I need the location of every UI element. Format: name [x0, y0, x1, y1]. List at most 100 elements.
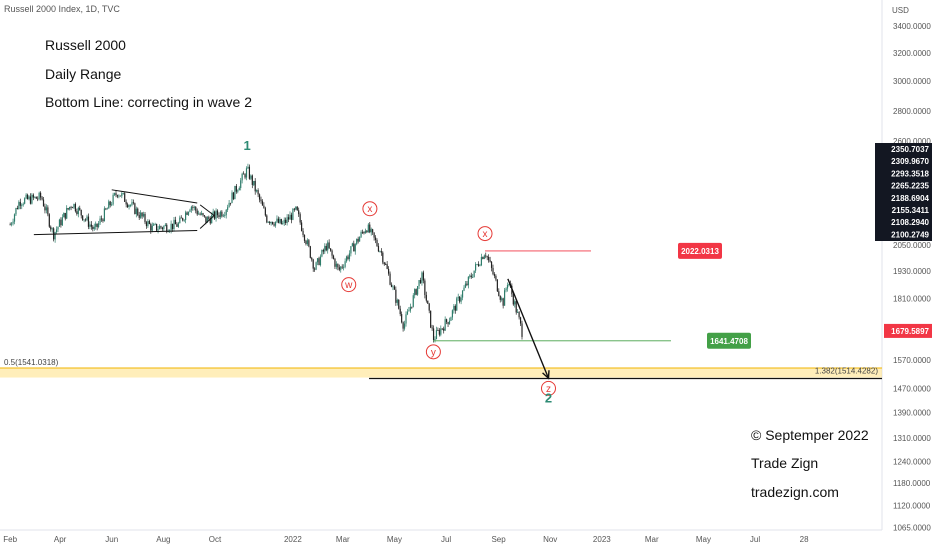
candle-body	[457, 296, 459, 299]
candle-body	[332, 255, 335, 259]
candle-body	[338, 267, 340, 270]
candle-body	[79, 207, 81, 210]
candle-body	[325, 245, 327, 251]
candle-body	[434, 339, 436, 340]
candle-body	[296, 206, 298, 211]
candle-body	[203, 215, 206, 217]
candle-body	[137, 208, 139, 216]
candle-body	[361, 231, 364, 233]
candle-body	[493, 274, 496, 276]
candle-body	[408, 310, 410, 312]
candle-body	[366, 230, 368, 233]
candle-body	[461, 290, 464, 298]
candle-body	[505, 288, 507, 291]
candle-body	[148, 220, 150, 224]
candle-body	[51, 228, 53, 230]
y-tick-label: 2800.0000	[893, 107, 931, 116]
candle-body	[16, 208, 19, 209]
candle-body	[99, 218, 101, 224]
candle-body	[115, 193, 117, 196]
candle-body	[260, 199, 262, 202]
candle-body	[287, 217, 290, 220]
triangle-breakout-arrow	[199, 204, 215, 229]
candle-body	[21, 204, 23, 206]
candle-body	[356, 238, 358, 245]
candle-body	[499, 295, 501, 300]
candle-body	[198, 213, 200, 215]
candle-body	[119, 195, 121, 197]
candle-body	[519, 317, 522, 324]
candle-body	[138, 215, 140, 218]
candle-body	[192, 206, 194, 208]
candle-body	[13, 214, 16, 222]
candle-body	[273, 224, 275, 226]
candle-body	[189, 209, 191, 212]
x-tick-label: Jul	[441, 535, 451, 544]
wave-w-label: w	[344, 280, 353, 291]
candle-body	[24, 198, 26, 204]
candle-body	[374, 237, 377, 241]
candle-body	[77, 207, 79, 215]
candle-body	[44, 206, 46, 211]
candle-body	[150, 223, 152, 231]
candle-body	[176, 224, 178, 227]
candle-body	[472, 277, 474, 278]
candle-body	[470, 275, 472, 278]
candle-body	[350, 246, 352, 254]
candle-body	[483, 255, 485, 259]
candle-body	[485, 255, 487, 257]
candle-body	[58, 219, 61, 227]
triangle-upper-line	[111, 189, 198, 204]
candle-body	[269, 221, 271, 224]
candle-body	[482, 257, 484, 259]
candle-body	[477, 264, 480, 266]
candle-body	[327, 242, 329, 251]
candle-body	[74, 203, 77, 212]
candle-body	[345, 256, 348, 262]
candle-body	[341, 266, 343, 268]
candle-body	[48, 214, 50, 227]
note-russell: Russell 2000	[45, 37, 126, 53]
candle-body	[118, 195, 120, 197]
y-tick-label: 1310.0000	[893, 434, 931, 443]
candle-body	[57, 226, 59, 230]
candle-body	[428, 303, 430, 311]
x-tick-label: Jun	[105, 535, 118, 544]
candle-body	[80, 209, 82, 216]
candle-body	[441, 328, 443, 330]
candle-body	[444, 319, 446, 331]
candle-body	[32, 194, 34, 198]
candle-body	[222, 215, 224, 217]
footer-site: tradezign.com	[751, 484, 839, 500]
candle-body	[348, 253, 351, 260]
candle-body	[292, 208, 294, 220]
candle-body	[512, 294, 514, 305]
candle-body	[122, 193, 124, 194]
candle-body	[102, 219, 104, 222]
candle-body	[412, 295, 414, 307]
candle-body	[219, 211, 222, 218]
candle-body	[514, 301, 516, 305]
candle-body	[154, 223, 156, 225]
candle-body	[367, 224, 369, 233]
candle-body	[22, 203, 24, 205]
candle-body	[335, 263, 338, 267]
candle-body	[261, 201, 264, 206]
candle-body	[506, 284, 509, 289]
candle-body	[328, 242, 330, 249]
x-tick-label: 2023	[593, 535, 611, 544]
candle-body	[34, 196, 36, 198]
candle-body	[216, 210, 219, 216]
candle-body	[301, 222, 303, 231]
candle-body	[495, 275, 497, 280]
candle-body	[67, 208, 69, 210]
candle-body	[174, 219, 177, 225]
candle-body	[28, 196, 30, 200]
x-high-tag-bg	[678, 242, 722, 259]
candle-body	[414, 289, 416, 296]
candle-body	[450, 317, 452, 321]
candle-body	[344, 261, 346, 267]
candle-body	[401, 314, 403, 323]
candle-body	[69, 206, 71, 210]
wave-1-label: 1	[244, 138, 251, 153]
